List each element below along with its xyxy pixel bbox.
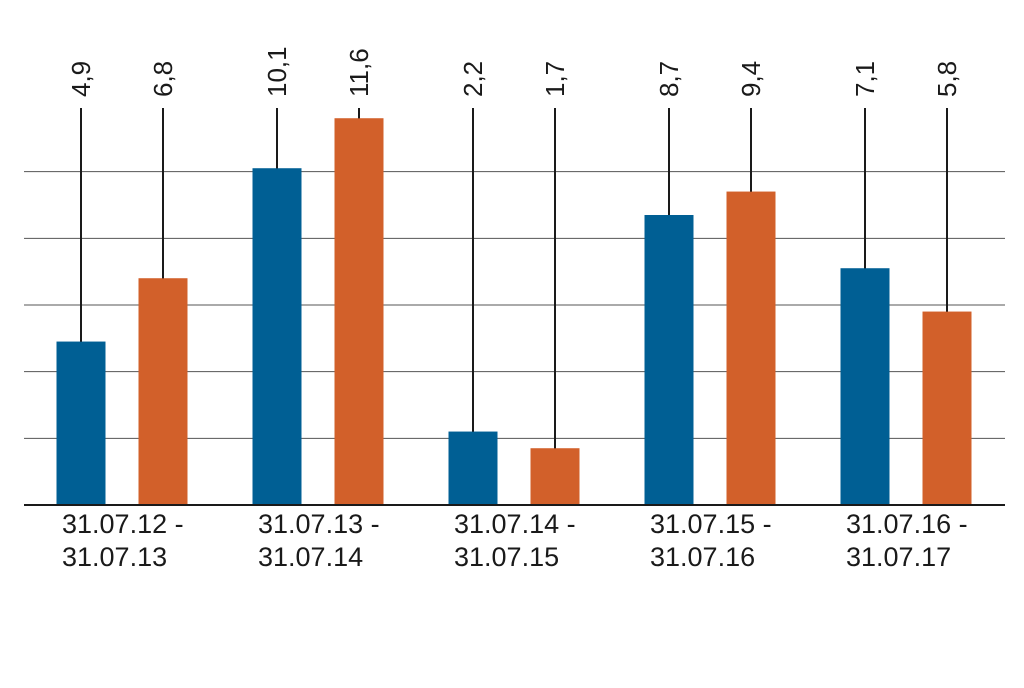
value-label-s2-c5: 5,8 xyxy=(932,61,962,97)
value-label-s2-c3: 1,7 xyxy=(540,61,570,97)
category-label-c4-line1: 31.07.15 - xyxy=(650,509,772,539)
category-label-c1-line1: 31.07.12 - xyxy=(62,509,184,539)
category-label-c2-line1: 31.07.13 - xyxy=(258,509,380,539)
value-label-s1-c3: 2,2 xyxy=(458,61,488,97)
category-label-c2-line2: 31.07.14 xyxy=(258,542,363,572)
bar-fill-s2-c1 xyxy=(138,278,188,505)
category-label-c3-line1: 31.07.14 - xyxy=(454,509,576,539)
bar-fill-s2-c5 xyxy=(922,311,972,505)
value-label-s1-c1: 4,9 xyxy=(66,61,96,97)
bar-fill-s2-c2 xyxy=(334,118,384,505)
value-label-s2-c2: 11,6 xyxy=(344,48,374,97)
bar-fill-s1-c1 xyxy=(56,341,106,505)
category-label-c5-line1: 31.07.16 - xyxy=(846,509,968,539)
bar-fill-s1-c5 xyxy=(840,268,890,505)
bar-fill-s1-c4 xyxy=(644,215,694,505)
value-label-s1-c2: 10,1 xyxy=(262,46,292,97)
value-label-s2-c4: 9,4 xyxy=(736,61,766,97)
bar-fill-s2-c4 xyxy=(726,191,776,505)
value-label-s1-c4: 8,7 xyxy=(654,61,684,97)
value-label-s1-c5: 7,1 xyxy=(850,61,880,97)
category-label-c4-line2: 31.07.16 xyxy=(650,542,755,572)
category-label-c1-line2: 31.07.13 xyxy=(62,542,167,572)
bar-fill-s1-c2 xyxy=(252,168,302,506)
value-label-s2-c1: 6,8 xyxy=(148,61,178,97)
category-label-c5-line2: 31.07.17 xyxy=(846,542,951,572)
bar-fill-s1-c3 xyxy=(448,431,498,505)
bar-fill-s2-c3 xyxy=(530,448,580,505)
category-label-c3-line2: 31.07.15 xyxy=(454,542,559,572)
